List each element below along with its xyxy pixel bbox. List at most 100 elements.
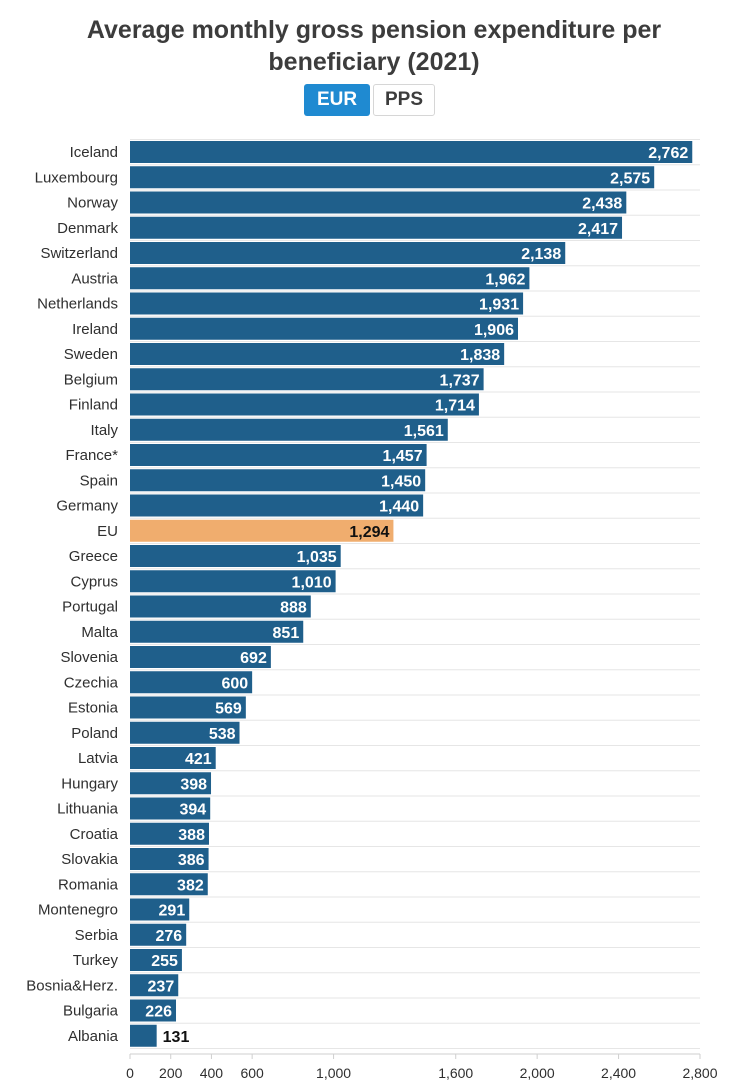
bar bbox=[130, 267, 530, 290]
value-label: 394 bbox=[180, 802, 207, 819]
value-label: 692 bbox=[240, 650, 267, 667]
bar bbox=[130, 999, 177, 1022]
value-label: 1,450 bbox=[381, 473, 421, 490]
x-tick-label: 600 bbox=[240, 1065, 264, 1080]
pps-toggle-button[interactable]: PPS bbox=[373, 84, 435, 116]
x-tick-label: 1,600 bbox=[438, 1065, 473, 1080]
bar bbox=[130, 545, 341, 567]
category-label: Poland bbox=[71, 725, 118, 742]
category-label: Cyprus bbox=[70, 573, 118, 590]
value-label: 2,417 bbox=[578, 221, 618, 238]
x-tick-label: 2,400 bbox=[601, 1065, 636, 1080]
bar bbox=[130, 393, 479, 416]
category-label: Switzerland bbox=[40, 245, 118, 262]
x-tick-label: 0 bbox=[126, 1065, 134, 1080]
category-label: Slovakia bbox=[61, 851, 118, 868]
category-label: Romania bbox=[58, 876, 119, 893]
category-label: Portugal bbox=[62, 599, 118, 616]
bar bbox=[130, 974, 179, 997]
value-label: 538 bbox=[209, 726, 236, 743]
category-label: Croatia bbox=[70, 826, 119, 843]
bar bbox=[130, 898, 190, 921]
category-label: Slovenia bbox=[60, 649, 118, 666]
value-label: 1,010 bbox=[292, 574, 332, 591]
value-label: 1,457 bbox=[383, 448, 423, 465]
value-label: 2,138 bbox=[521, 246, 561, 263]
bar bbox=[130, 721, 240, 744]
x-tick-label: 1,000 bbox=[316, 1065, 351, 1080]
category-label: EU bbox=[97, 523, 118, 540]
bar bbox=[130, 519, 394, 542]
value-label: 237 bbox=[148, 978, 175, 995]
category-label: Albania bbox=[68, 1028, 119, 1045]
category-label: Iceland bbox=[70, 144, 118, 161]
value-label: 388 bbox=[178, 827, 205, 844]
category-label: Greece bbox=[69, 548, 118, 565]
value-label: 421 bbox=[185, 751, 212, 768]
value-label: 382 bbox=[177, 877, 204, 894]
value-label: 1,294 bbox=[349, 524, 389, 541]
bar bbox=[130, 1024, 157, 1047]
x-tick-label: 2,800 bbox=[682, 1065, 717, 1080]
bar bbox=[130, 469, 426, 492]
category-label: Sweden bbox=[64, 346, 118, 363]
title-line-2: beneficiary (2021) bbox=[268, 48, 480, 76]
category-label: Italy bbox=[90, 422, 118, 439]
value-label: 2,438 bbox=[582, 196, 622, 213]
bar bbox=[130, 646, 271, 668]
value-label: 888 bbox=[280, 600, 307, 617]
bar bbox=[130, 822, 209, 845]
chart-title: Average monthly gross pension expenditur… bbox=[0, 14, 748, 78]
bar bbox=[130, 494, 424, 517]
category-label: Finland bbox=[69, 397, 118, 414]
category-label: Bosnia&Herz. bbox=[26, 977, 118, 994]
eur-toggle-button[interactable]: EUR bbox=[304, 84, 370, 116]
bar bbox=[130, 292, 524, 315]
value-label: 2,762 bbox=[648, 145, 688, 162]
value-label: 569 bbox=[215, 701, 242, 718]
category-label: Luxembourg bbox=[35, 169, 118, 186]
x-tick-label: 2,000 bbox=[520, 1065, 555, 1080]
category-label: Serbia bbox=[75, 927, 119, 944]
bar bbox=[130, 595, 311, 618]
bar bbox=[130, 696, 246, 719]
value-label: 1,035 bbox=[297, 549, 337, 566]
value-label: 1,931 bbox=[479, 297, 519, 314]
category-label: Estonia bbox=[68, 700, 119, 717]
bar bbox=[130, 570, 336, 593]
value-label: 1,714 bbox=[435, 398, 475, 415]
bar bbox=[130, 141, 693, 163]
category-label: Montenegro bbox=[38, 902, 118, 919]
value-label: 398 bbox=[180, 776, 207, 793]
category-label: Spain bbox=[80, 472, 118, 489]
bar bbox=[130, 772, 212, 795]
value-label: 386 bbox=[178, 852, 205, 869]
value-label: 1,737 bbox=[440, 372, 480, 389]
category-label: Bulgaria bbox=[63, 1003, 119, 1020]
category-label: Austria bbox=[71, 270, 118, 287]
value-label: 600 bbox=[221, 675, 248, 692]
value-label: 276 bbox=[155, 928, 182, 945]
value-label: 255 bbox=[151, 953, 178, 970]
category-label: Germany bbox=[56, 498, 118, 515]
bar bbox=[130, 418, 448, 441]
bar bbox=[130, 797, 211, 820]
bar bbox=[130, 671, 253, 694]
category-label: Latvia bbox=[78, 750, 119, 767]
bar bbox=[130, 343, 505, 365]
title-line-1: Average monthly gross pension expenditur… bbox=[86, 16, 662, 44]
x-tick-label: 400 bbox=[200, 1065, 224, 1080]
bar bbox=[130, 873, 208, 896]
category-label: Belgium bbox=[64, 371, 118, 388]
value-label: 851 bbox=[273, 625, 300, 642]
bar bbox=[130, 368, 484, 391]
bar bbox=[130, 848, 209, 870]
bar bbox=[130, 242, 566, 264]
value-label: 1,962 bbox=[485, 271, 525, 288]
value-label: 1,838 bbox=[460, 347, 500, 364]
category-label: France* bbox=[65, 447, 118, 464]
category-label: Norway bbox=[67, 195, 118, 212]
bar bbox=[130, 949, 182, 971]
bar bbox=[130, 166, 655, 189]
